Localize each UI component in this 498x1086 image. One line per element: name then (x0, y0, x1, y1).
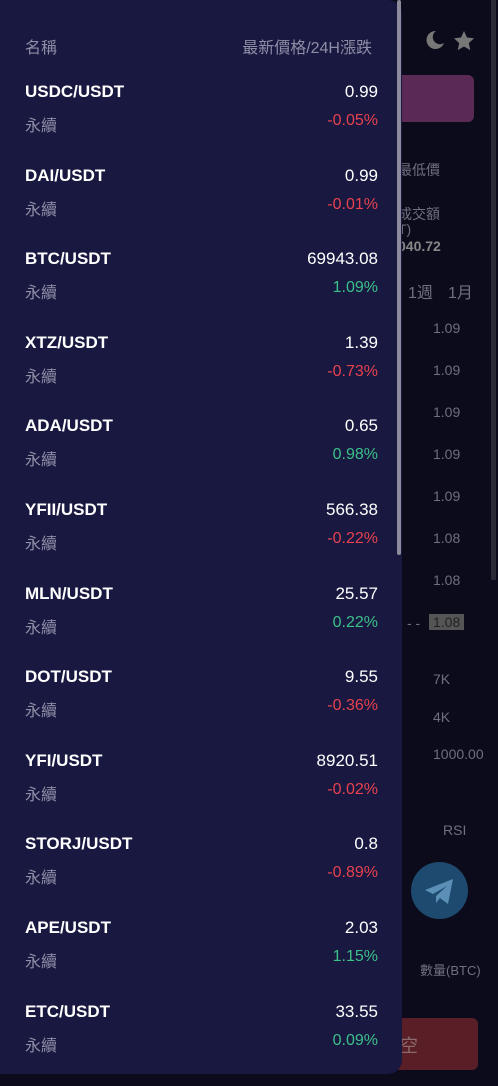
last-price: 1.39 (344, 332, 378, 352)
tab-month[interactable]: 1月 (448, 285, 473, 302)
bg-price: 1.08 (433, 530, 461, 546)
price-change: -0.36% (327, 697, 378, 715)
pair-name: APE/USDT (25, 918, 111, 937)
buy-button[interactable] (390, 75, 474, 122)
price-change: 0.22% (332, 613, 378, 631)
short-button[interactable]: 空 (390, 1018, 478, 1070)
market-drawer: 名稱 最新價格/24H漲跌 USDC/USDT 永續 0.99 -0.05% DAI/U… (0, 0, 402, 1074)
bg-price: 1.09 (433, 488, 461, 504)
telegram-icon (425, 879, 453, 904)
scrollbar (397, 0, 401, 555)
contract-type: 永續 (25, 954, 58, 971)
bg-price: 1.09 (433, 446, 461, 462)
last-price: 566.38 (326, 500, 378, 519)
price-change: 1.15% (332, 948, 378, 965)
pair-name: STORJ/USDT (25, 834, 133, 854)
bg-price: 1.08 (429, 614, 465, 630)
price-change: 0.09% (332, 1031, 378, 1049)
star-icon[interactable] (454, 31, 474, 51)
market-row[interactable]: DAI/USDT 永續 0.99 -0.01% (0, 166, 402, 250)
last-price: 0.99 (344, 82, 378, 101)
last-price: 0.8 (354, 834, 378, 854)
market-row[interactable]: XTZ/USDT 永續 1.39 -0.73% (0, 333, 402, 417)
market-row[interactable]: ETC/USDT 永續 33.55 0.09% (0, 1002, 402, 1086)
market-row[interactable]: APE/USDT 永續 2.03 1.15% (0, 918, 402, 1002)
bg-price: 1.09 (433, 320, 461, 336)
market-row[interactable]: DOT/USDT 永續 9.55 -0.36% (0, 667, 402, 751)
price-header: 最新價格/24H漲跌 (242, 40, 372, 57)
pair-name: BTC/USDT (25, 249, 111, 269)
pair-name: YFI/USDT (25, 750, 103, 770)
contract-type: 永續 (25, 368, 58, 386)
price-change: 1.09% (332, 279, 378, 297)
price-change: -0.89% (327, 864, 378, 882)
contract-type: 永續 (25, 285, 58, 303)
depth-value: 1000.00 (433, 746, 484, 762)
volume-value: 040.72 (398, 238, 441, 254)
market-row[interactable]: MLN/USDT 永續 25.57 0.22% (0, 584, 402, 668)
market-row[interactable]: YFI/USDT 永續 8920.51 -0.02% (0, 751, 402, 835)
last-price: 0.99 (344, 165, 378, 185)
last-price: 69943.08 (307, 249, 378, 269)
moon-icon[interactable] (426, 30, 444, 49)
contract-type: 永續 (25, 201, 58, 219)
pair-name: ADA/USDT (25, 416, 113, 436)
market-row[interactable]: BTC/USDT 永續 69943.08 1.09% (0, 249, 402, 333)
bg-price: 1.08 (433, 572, 461, 588)
market-row[interactable]: STORJ/USDT 永續 0.8 -0.89% (0, 834, 402, 918)
indicator-tab[interactable]: RSI (443, 822, 467, 838)
last-price: 8920.51 (316, 750, 378, 770)
top-icons[interactable] (420, 28, 480, 54)
price-change: -0.05% (327, 112, 378, 129)
last-price: 9.55 (344, 667, 378, 687)
pair-name: USDC/USDT (25, 82, 125, 101)
market-row[interactable]: USDC/USDT 永續 0.99 -0.05% (0, 82, 402, 166)
contract-type: 永續 (25, 703, 58, 721)
price-change: -0.02% (327, 780, 378, 798)
contract-type: 永續 (25, 1037, 58, 1055)
bg-price: 1.09 (433, 362, 461, 378)
telegram-button[interactable] (411, 862, 468, 919)
name-header: 名稱 (25, 40, 58, 57)
volume-label: 成交額 (398, 206, 440, 222)
pair-name: ETC/USDT (25, 1001, 110, 1021)
pair-name: XTZ/USDT (25, 332, 109, 352)
bg-price: 1.09 (433, 404, 461, 420)
last-price: 2.03 (344, 918, 378, 937)
market-row[interactable]: YFII/USDT 永續 566.38 -0.22% (0, 500, 402, 584)
price-change: -0.73% (327, 362, 378, 380)
contract-type: 永續 (25, 536, 58, 553)
depth-value: 4K (433, 708, 451, 725)
pair-name: DAI/USDT (25, 165, 106, 185)
last-price: 25.57 (335, 583, 378, 603)
price-change: -0.01% (327, 195, 378, 213)
price-change: -0.22% (327, 530, 378, 547)
contract-type: 永續 (25, 786, 58, 804)
contract-type: 永續 (25, 118, 58, 135)
tab-week[interactable]: 1週 (408, 285, 433, 302)
short-label: 空 (400, 1036, 418, 1056)
depth-value: 7K (433, 671, 451, 687)
last-price: 33.55 (335, 1001, 378, 1021)
contract-type: 永續 (25, 870, 58, 888)
bg-scrollbar (491, 0, 496, 580)
last-price: 0.65 (344, 416, 378, 436)
price-change: 0.98% (332, 446, 378, 464)
pair-name: DOT/USDT (25, 667, 112, 687)
dash: - - (407, 615, 421, 631)
pair-name: MLN/USDT (25, 583, 113, 603)
qty-label: 數量(BTC) (420, 963, 481, 978)
pair-name: YFII/USDT (25, 500, 108, 519)
contract-type: 永續 (25, 619, 58, 637)
contract-type: 永續 (25, 452, 58, 470)
low-label: 最低價 (398, 162, 440, 178)
market-row[interactable]: ADA/USDT 永續 0.65 0.98% (0, 416, 402, 500)
